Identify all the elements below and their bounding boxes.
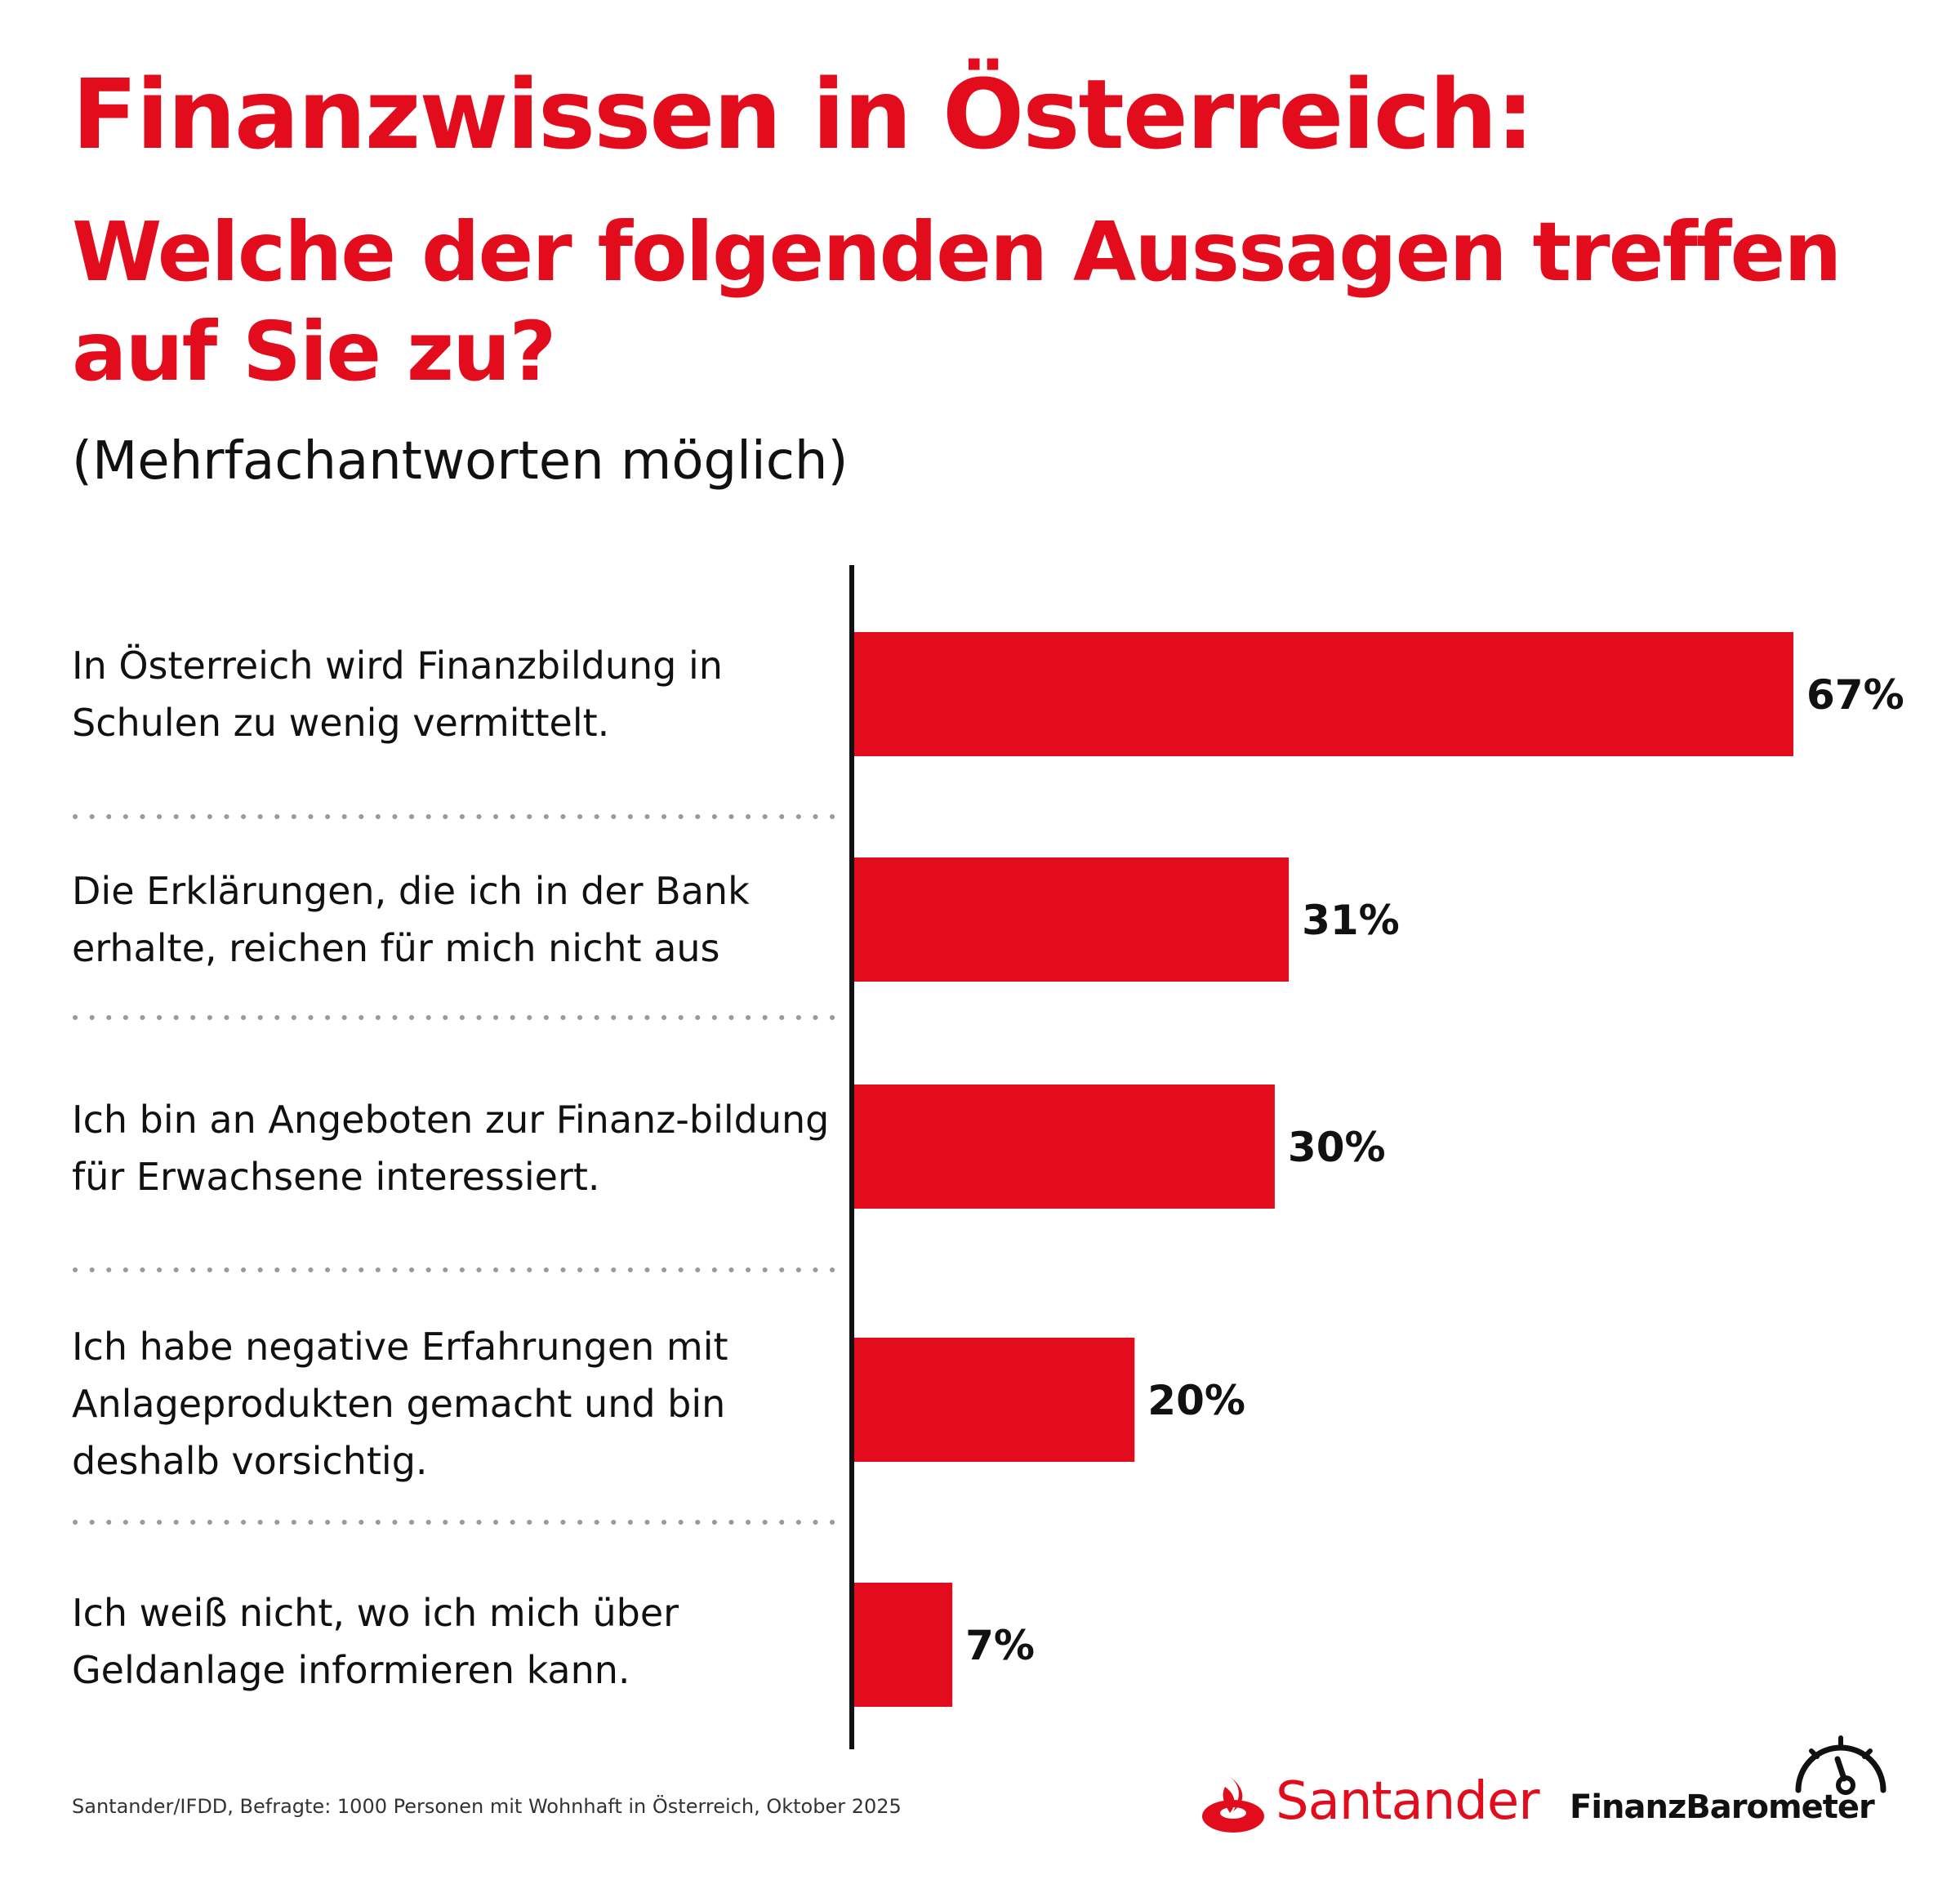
bar-1: [854, 632, 1793, 756]
chart-subtitle: Welche der folgenden Aussagen treffen au…: [72, 204, 1842, 399]
category-label-1: In Österreich wird Finanzbildung in Schu…: [72, 644, 723, 745]
bar-2: [854, 857, 1290, 982]
value-label-1: 67%: [1806, 671, 1904, 719]
chart-title: Finanzwissen in Österreich:: [72, 58, 1535, 171]
source-note: Santander/IFDD, Befragte: 1000 Personen …: [72, 1795, 902, 1818]
santander-flame-icon: [1202, 1775, 1264, 1833]
brand-name: Santander: [1276, 1771, 1540, 1832]
bar-4: [854, 1338, 1135, 1462]
category-label-5: Ich weiß nicht, wo ich mich über Geldanl…: [72, 1591, 679, 1692]
category-label-4: Ich habe negative Erfahrungen mit Anlage…: [72, 1325, 728, 1483]
brand-product: FinanzBarometer: [1570, 1788, 1875, 1826]
speedometer-icon: [1795, 1735, 1886, 1795]
value-label-4: 20%: [1147, 1377, 1245, 1424]
value-label-5: 7%: [965, 1622, 1035, 1669]
chart-note: (Mehrfachantworten möglich): [72, 431, 849, 492]
category-label-3: Ich bin an Angeboten zur Finanz-bildung …: [72, 1098, 830, 1199]
category-label-2: Die Erklärungen, die ich in der Bank erh…: [72, 869, 750, 970]
bar-5: [854, 1583, 953, 1707]
value-label-2: 31%: [1302, 897, 1400, 944]
value-label-3: 30%: [1288, 1124, 1386, 1171]
bar-3: [854, 1085, 1275, 1209]
